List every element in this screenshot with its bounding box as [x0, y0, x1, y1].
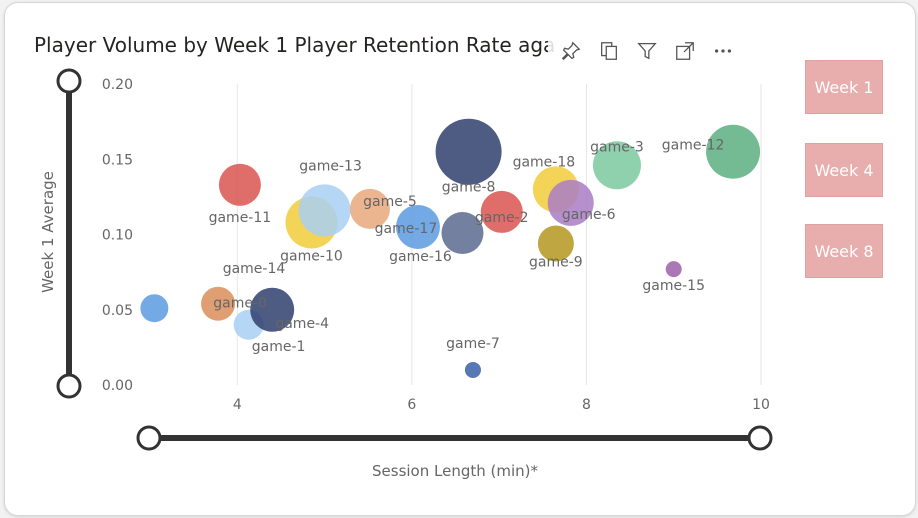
- y-axis-ticks: 0.00 0.05 0.10 0.15 0.20: [102, 77, 133, 394]
- data-label: game-12: [662, 138, 725, 154]
- data-point[interactable]: [201, 286, 236, 321]
- x-tick-label: 6: [407, 397, 416, 413]
- data-point[interactable]: [250, 287, 295, 332]
- data-label: game-15: [642, 278, 705, 294]
- data-point[interactable]: [706, 124, 761, 179]
- copy-visual-button[interactable]: [592, 36, 626, 66]
- copy-icon: [601, 42, 617, 60]
- y-slider-top-handle[interactable]: [56, 68, 82, 94]
- data-point[interactable]: [395, 204, 440, 249]
- x-axis-label: Session Length (min)*: [372, 462, 538, 480]
- data-point[interactable]: [435, 118, 502, 185]
- data-point[interactable]: [547, 179, 594, 226]
- more-options-button[interactable]: [706, 36, 740, 66]
- y-slider-bottom-handle[interactable]: [56, 373, 82, 399]
- data-label: game-2: [475, 210, 529, 226]
- x-slider-left-handle[interactable]: [136, 425, 162, 451]
- focus-mode-icon: [676, 42, 694, 60]
- filter-button[interactable]: [630, 36, 664, 66]
- week-8-button[interactable]: Week 8: [805, 224, 883, 278]
- data-label: game-5: [363, 194, 417, 210]
- y-tick-label: 0.00: [102, 378, 133, 394]
- y-tick-label: 0.05: [102, 303, 133, 319]
- data-points: [140, 118, 761, 378]
- data-point[interactable]: [349, 188, 390, 229]
- week-1-button[interactable]: Week 1: [805, 60, 883, 114]
- data-point[interactable]: [441, 211, 484, 254]
- data-label: game-4: [275, 316, 329, 332]
- data-point[interactable]: [298, 184, 351, 237]
- data-point[interactable]: [592, 141, 641, 190]
- x-slider-right-handle[interactable]: [747, 425, 773, 451]
- x-axis-ticks: 4 6 8 10: [233, 397, 770, 413]
- y-axis-label: Week 1 Average: [39, 171, 57, 293]
- x-tick-label: 4: [233, 397, 242, 413]
- more-options-icon: [714, 49, 732, 53]
- y-tick-label: 0.20: [102, 77, 133, 93]
- y-range-slider[interactable]: [56, 68, 82, 399]
- pin-icon: [561, 41, 581, 61]
- data-label: game-6: [562, 207, 616, 223]
- chart-title: Player Volume by Week 1 Player Retention…: [34, 33, 554, 57]
- data-label: game-16: [389, 249, 452, 265]
- x-tick-label: 8: [582, 397, 591, 413]
- data-label: game-0: [213, 296, 267, 312]
- x-range-slider[interactable]: [136, 425, 773, 451]
- data-label: game-18: [513, 154, 576, 170]
- data-point[interactable]: [464, 361, 481, 378]
- x-tick-label: 10: [752, 397, 770, 413]
- data-point[interactable]: [537, 225, 574, 262]
- data-label: game-11: [209, 210, 272, 226]
- y-tick-label: 0.10: [102, 228, 133, 244]
- data-label: game-1: [252, 339, 306, 355]
- data-point[interactable]: [140, 294, 169, 323]
- y-tick-label: 0.15: [102, 152, 133, 168]
- data-point[interactable]: [480, 190, 523, 233]
- week-4-button[interactable]: Week 4: [805, 143, 883, 197]
- data-label: game-8: [442, 180, 496, 196]
- pin-button[interactable]: [554, 36, 588, 66]
- visual-header-toolbar: [548, 34, 746, 68]
- data-label: game-17: [375, 221, 438, 237]
- data-label: game-10: [280, 248, 343, 264]
- data-point[interactable]: [665, 261, 682, 278]
- data-label: game-13: [299, 158, 362, 174]
- data-label: game-3: [590, 139, 644, 155]
- data-label: game-9: [529, 255, 583, 271]
- data-label: game-7: [446, 336, 500, 352]
- data-point[interactable]: [218, 163, 261, 206]
- data-label: game-14: [223, 261, 286, 277]
- focus-mode-button[interactable]: [668, 36, 702, 66]
- filter-icon: [637, 43, 657, 60]
